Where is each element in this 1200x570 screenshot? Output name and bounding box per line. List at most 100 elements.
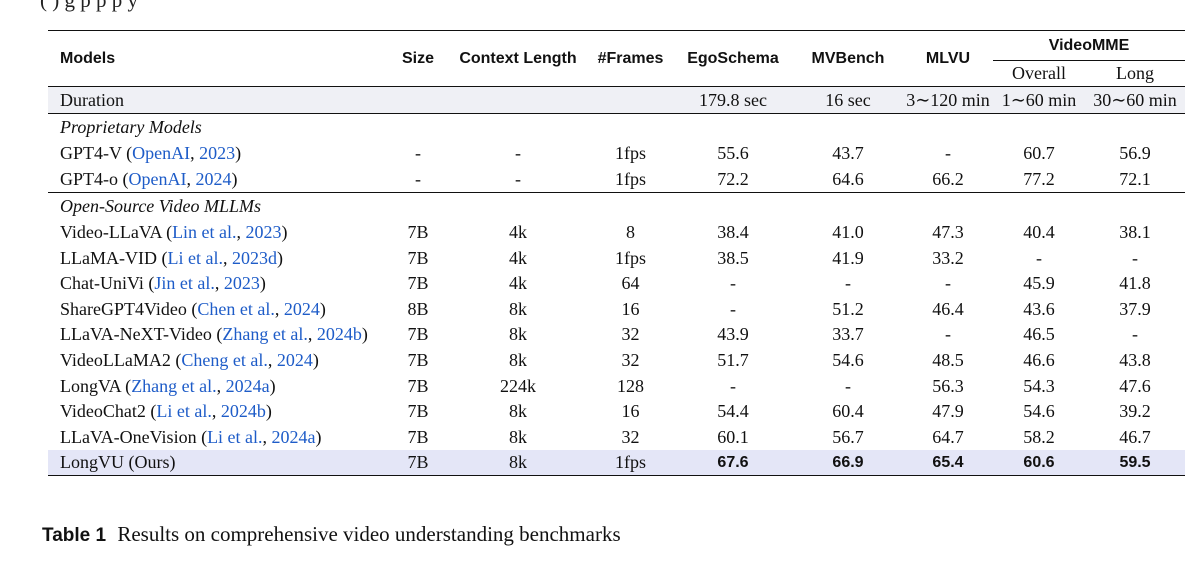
cell-overall: 40.4 [1023,221,1055,242]
cell-long: 38.1 [1119,221,1151,242]
ours-model: LongVU (Ours) [60,452,176,473]
citation-link[interactable]: Lin et al. [172,221,237,242]
cell-mvbench: 33.7 [832,324,864,345]
model-name: LLaMA-VID (Li et al., 2023d) [48,245,388,271]
cell-size: - [415,168,421,189]
header-size: Size [401,49,434,67]
cell-mvbench: - [845,273,851,294]
citation-close: ) [281,221,288,242]
cell-mlvu: 48.5 [932,349,964,370]
citation-year-link[interactable]: 2024b [220,401,266,422]
citation-year-link[interactable]: 2023 [199,143,236,164]
citation-separator: , [211,401,221,422]
cell-frames: 32 [621,426,640,447]
model-name: GPT4-o (OpenAI, 2024) [48,167,388,193]
cell-long: - [1132,324,1138,345]
table-caption: Table 1 Results on comprehensive video u… [42,522,621,547]
citation-year-link[interactable]: 2024a [225,375,270,396]
duration-egoschema: 179.8 sec [699,89,767,110]
cell-size: 7B [407,375,429,396]
citation-year-link[interactable]: 2023d [231,247,277,268]
header-models: Models [60,49,116,67]
citation-year-link[interactable]: 2023 [223,273,260,294]
section-proprietary: Proprietary Models [48,113,1186,142]
cell-mlvu: 56.3 [932,375,964,396]
ours-mlvu: 65.4 [932,453,964,471]
cell-overall: 60.7 [1023,143,1055,164]
cell-frames: 16 [621,298,640,319]
table-row: VideoChat2 (Li et al., 2024b) 7B 8k 16 54.4 6… [48,399,1185,425]
cell-context: 4k [509,221,527,242]
cell-ego: - [730,375,736,396]
ours-frames: 1fps [615,452,646,473]
model-label: Video-LLaVA ( [60,221,173,242]
cell-ego: 54.4 [717,401,749,422]
table-row: GPT4-o (OpenAI, 2024) - - 1fps 72.2 64.6 66.2 7… [48,167,1185,193]
table-row: VideoLLaMA2 (Cheng et al., 2024) 7B 8k 32 51… [48,348,1185,374]
cell-long: 47.6 [1119,375,1151,396]
cell-ego: - [730,273,736,294]
cell-ego: 72.2 [717,168,749,189]
citation-link[interactable]: OpenAI [132,143,191,164]
citation-link[interactable]: Zhang et al. [222,324,308,345]
section-title-proprietary: Proprietary Models [60,117,202,137]
cell-size: 7B [407,324,429,345]
ours-mvbench: 66.9 [832,453,864,471]
cell-mlvu: 47.3 [932,221,964,242]
citation-link[interactable]: Cheng et al. [181,349,268,370]
cell-mlvu: 47.9 [932,401,964,422]
citation-link[interactable]: Li et al. [207,426,263,447]
cell-size: 7B [407,349,429,370]
duration-overall: 1∼60 min [1001,89,1077,110]
citation-year-link[interactable]: 2023 [245,221,282,242]
previous-text-fragment: ( ) g p p p y [40,0,138,12]
citation-link[interactable]: Zhang et al. [131,375,217,396]
citation-separator: , [262,426,272,447]
citation-link[interactable]: Jin et al. [154,273,215,294]
cell-mlvu: - [945,143,951,164]
cell-frames: 8 [626,221,635,242]
cell-overall: 54.3 [1023,375,1055,396]
header-context-length: Context Length [459,49,577,67]
cell-overall: 46.6 [1023,349,1055,370]
cell-overall: 46.5 [1023,324,1055,345]
cell-overall: 45.9 [1023,273,1055,294]
model-label: GPT4-o ( [60,168,129,189]
cell-frames: 128 [617,375,644,396]
cell-ego: 38.5 [717,247,749,268]
cell-ego: 43.9 [717,324,749,345]
table-row: LLaVA-NeXT-Video (Zhang et al., 2024b) 7B… [48,322,1185,348]
cell-context: 4k [509,273,527,294]
cell-ego: 38.4 [717,221,749,242]
ours-context: 8k [509,452,527,473]
table-row: Video-LLaVA (Lin et al., 2023) 7B 4k 8 38.4 4… [48,220,1185,246]
citation-year-link[interactable]: 2024 [276,349,313,370]
section-title-open-source: Open-Source Video MLLMs [60,195,261,216]
header-frames: #Frames [597,49,664,67]
cell-mvbench: 64.6 [832,168,864,189]
citation-year-link[interactable]: 2024 [283,298,320,319]
citation-year-link[interactable]: 2024a [271,426,316,447]
cell-ego: - [730,298,736,319]
cell-mlvu: 46.4 [932,298,964,319]
citation-year-link[interactable]: 2024b [316,324,362,345]
citation-year-link[interactable]: 2024 [195,168,232,189]
citation-link[interactable]: OpenAI [128,168,187,189]
citation-close: ) [276,247,283,268]
citation-link[interactable]: Li et al. [167,247,223,268]
model-name: VideoLLaMA2 (Cheng et al., 2024) [48,348,388,374]
citation-close: ) [235,143,242,164]
duration-mlvu: 3∼120 min [906,89,990,110]
cell-context: 224k [500,375,536,396]
cell-long: - [1132,247,1138,268]
cell-mvbench: 56.7 [832,426,864,447]
citation-link[interactable]: Li et al. [156,401,212,422]
model-label: LLaVA-OneVision ( [60,426,208,447]
cell-size: 7B [407,426,429,447]
cell-frames: 32 [621,324,640,345]
model-label: LongVA ( [60,375,132,396]
citation-link[interactable]: Chen et al. [197,298,275,319]
model-label: VideoChat2 ( [60,401,157,422]
citation-close: ) [361,324,368,345]
cell-long: 56.9 [1119,143,1151,164]
